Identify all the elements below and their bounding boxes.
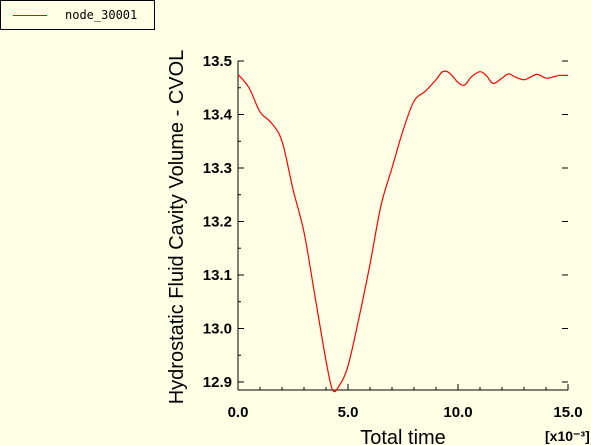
series-line-node-30001 [237, 70, 569, 393]
x-tick-label: 5.0 [338, 404, 359, 421]
y-ticks: 12.9 13.0 13.1 13.2 13.3 13.4 13.5 [203, 53, 568, 391]
x-axis-title: Total time [360, 427, 446, 445]
x-tick-label: 15.0 [553, 404, 582, 421]
x-tick-label: 0.0 [228, 404, 249, 421]
x-axis-multiplier: [x10⁻³] [545, 428, 590, 444]
legend-swatch-node-30001 [13, 15, 47, 16]
legend: node_30001 [0, 0, 155, 30]
y-tick-label: 13.2 [203, 213, 232, 230]
y-tick-label: 13.0 [203, 320, 232, 337]
plot-axes [237, 61, 568, 391]
series-layer [237, 70, 569, 393]
x-ticks: 0.0 5.0 10.0 15.0 [228, 384, 583, 421]
y-tick-label: 13.4 [203, 106, 233, 123]
x-tick-label: 10.0 [443, 404, 472, 421]
y-tick-label: 13.5 [203, 53, 232, 70]
y-axis-title: Hydrostatic Fluid Cavity Volume - CVOL [166, 50, 188, 405]
y-tick-label: 12.9 [203, 374, 232, 391]
y-tick-label: 13.1 [203, 267, 232, 284]
legend-label-node-30001: node_30001 [65, 8, 138, 22]
y-tick-label: 13.3 [203, 160, 232, 177]
